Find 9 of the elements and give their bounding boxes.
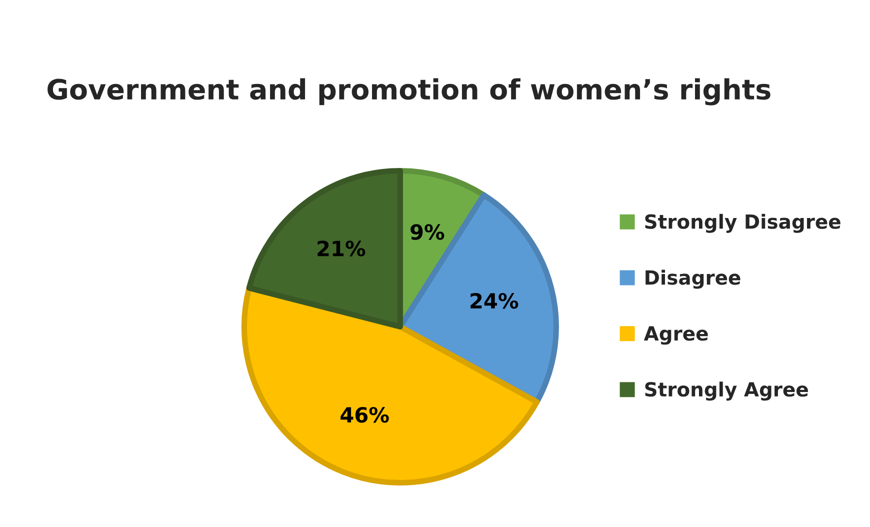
data-label: 24% xyxy=(470,292,518,309)
chart-title: Government and promotion of women’s rights xyxy=(48,78,770,106)
data-label: 9% xyxy=(410,224,444,240)
legend-label: Strongly Disagree xyxy=(645,214,840,233)
data-label: 21% xyxy=(318,240,366,256)
legend-label: Agree xyxy=(644,326,708,345)
data-label: 46% xyxy=(340,406,389,423)
legend-label: Disagree xyxy=(646,270,740,289)
legend-label: Strongly Agree xyxy=(645,382,808,401)
